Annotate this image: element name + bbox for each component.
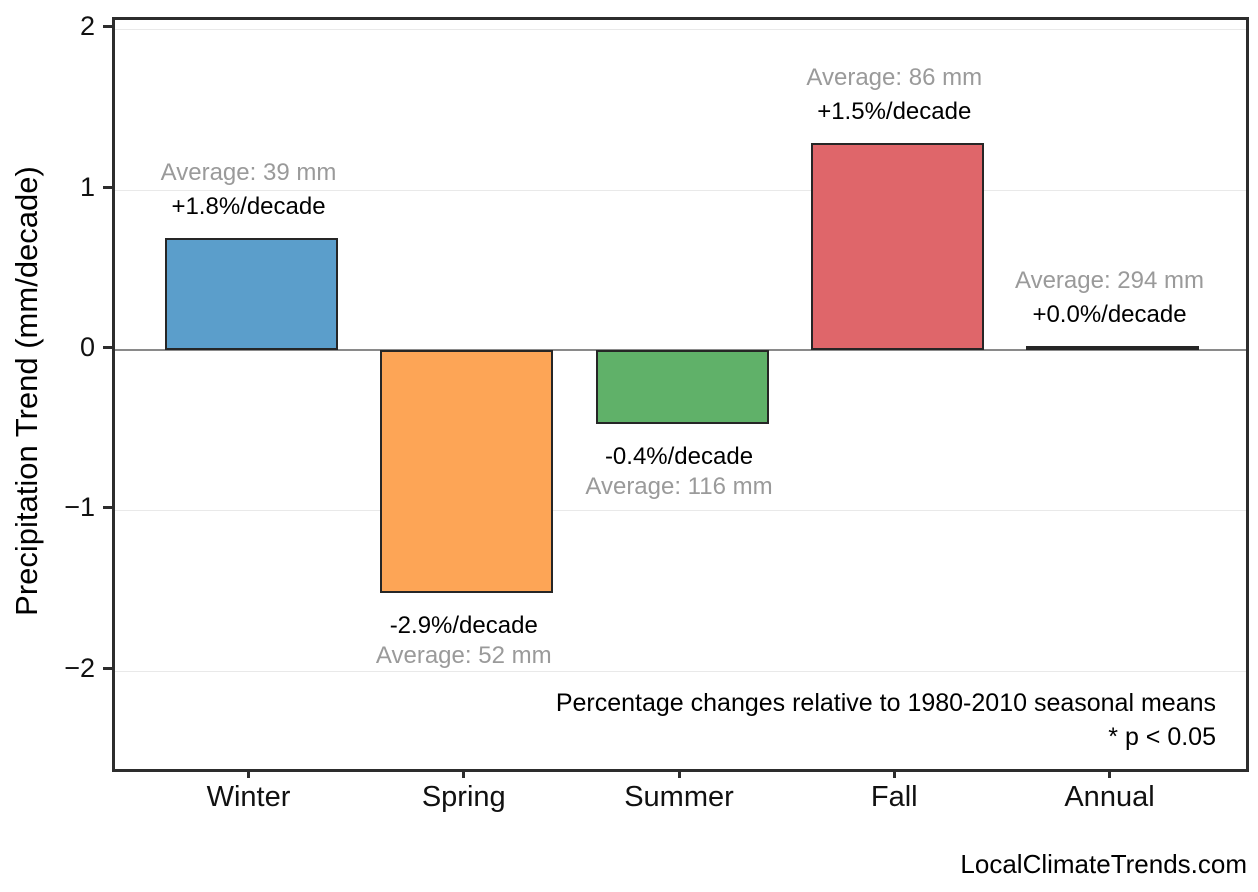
x-tick-mark-summer	[677, 769, 681, 778]
bar-winter	[165, 238, 338, 351]
bar-trend-label-fall: +1.5%/decade	[817, 98, 972, 126]
x-tick-mark-winter	[247, 769, 250, 778]
bar-average-label-fall: Average: 86 mm	[806, 64, 983, 92]
y-tick-mark-2	[103, 25, 112, 29]
bar-trend-label-winter: +1.8%/decade	[171, 193, 326, 221]
bar-trend-label-summer: -0.4%/decade	[604, 443, 754, 471]
y-tick-label--2: −2	[64, 652, 95, 683]
y-tick-label-1: 1	[79, 171, 95, 202]
bar-fall	[810, 143, 984, 351]
bar-spring	[380, 350, 554, 593]
annotation-significance-note: * p < 0.05	[1108, 723, 1216, 751]
x-axis-label-winter: Winter	[206, 781, 291, 813]
gridline-y--1	[115, 510, 1246, 512]
x-tick-mark-fall	[892, 769, 896, 778]
x-axis-label-fall: Fall	[870, 781, 918, 813]
bar-trend-label-spring: -2.9%/decade	[389, 611, 538, 639]
y-tick-mark--2	[103, 666, 112, 670]
annotation-percentage-note: Percentage changes relative to 1980-2010…	[555, 689, 1216, 717]
plot-area	[112, 17, 1249, 772]
gridline-y-2	[115, 29, 1246, 31]
watermark-text: LocalClimateTrends.com	[960, 849, 1247, 879]
y-axis-title: Precipitation Trend (mm/decade)	[9, 166, 44, 616]
bar-average-label-annual: Average: 294 mm	[1015, 266, 1204, 294]
x-axis-label-summer: Summer	[624, 781, 734, 813]
bar-trend-label-annual: +0.0%/decade	[1032, 300, 1187, 328]
y-tick-label--1: −1	[64, 492, 95, 523]
bar-average-label-spring: Average: 52 mm	[375, 641, 552, 669]
y-tick-mark-0	[103, 345, 112, 349]
y-tick-label-0: 0	[79, 331, 95, 362]
x-axis-label-spring: Spring	[421, 781, 506, 813]
x-tick-mark-annual	[1108, 769, 1111, 778]
gridline-y--2	[115, 670, 1246, 672]
bar-annual	[1026, 345, 1199, 351]
bar-summer	[595, 350, 769, 425]
gridline-y-1	[115, 189, 1246, 191]
x-tick-mark-spring	[462, 769, 466, 778]
x-axis-label-annual: Annual	[1064, 781, 1155, 813]
bar-average-label-summer: Average: 116 mm	[585, 473, 773, 501]
y-tick-mark-1	[103, 185, 112, 189]
bar-average-label-winter: Average: 39 mm	[160, 159, 337, 187]
y-tick-mark--1	[103, 506, 112, 510]
y-tick-label-2: 2	[79, 11, 95, 42]
